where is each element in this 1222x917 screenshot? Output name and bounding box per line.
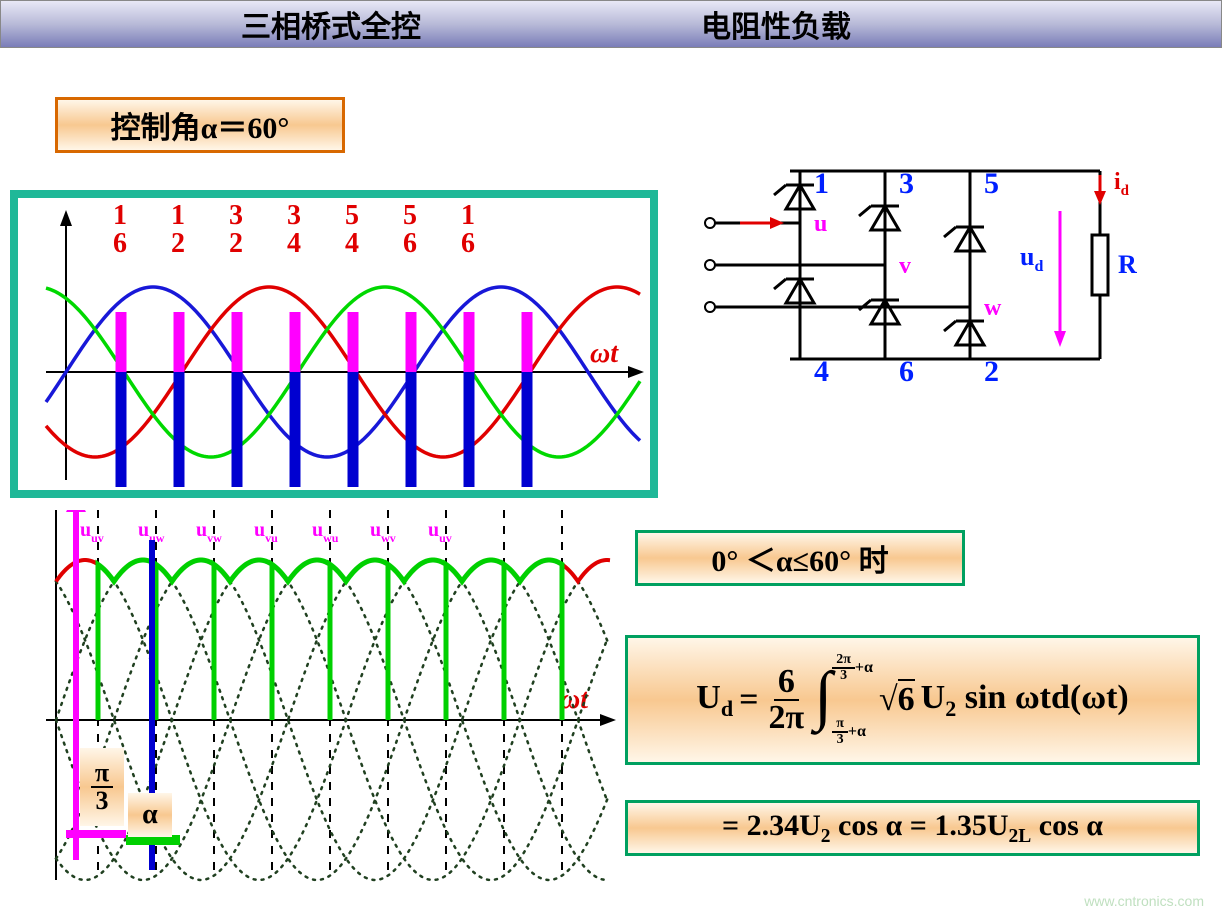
- svg-text:u: u: [814, 211, 827, 237]
- svg-text:5: 5: [403, 200, 417, 231]
- svg-text:R: R: [1118, 250, 1137, 279]
- chart1-svg: ωt16123234545616: [18, 198, 650, 490]
- svg-text:uvu: uvu: [254, 519, 278, 545]
- svg-text:3: 3: [229, 200, 243, 231]
- svg-text:v: v: [899, 253, 911, 279]
- svg-text:1: 1: [814, 167, 829, 200]
- svg-text:1: 1: [461, 200, 475, 231]
- formula2-content: = 2.34U2 cos α = 1.35U2L cos α: [722, 809, 1103, 848]
- waveform-chart-2: ωtuuvuuwuvwuvuuwuuwvuuv π3α: [30, 510, 620, 890]
- circuit-diagram: 1 4 u 3 6 v 5 2 w Rid ud: [700, 125, 1190, 415]
- svg-text:6: 6: [403, 228, 417, 259]
- slide-header: 三相桥式全控 电阻性负载: [0, 0, 1222, 48]
- condition-badge-text: 0° ＜α≤60° 时: [711, 536, 888, 580]
- chart2-svg: ωtuuvuuwuvwuvuuwuuwvuuv: [30, 510, 620, 890]
- svg-text:2: 2: [229, 228, 243, 259]
- svg-text:3: 3: [899, 167, 914, 200]
- svg-text:w: w: [984, 295, 1002, 321]
- svg-text:2: 2: [984, 355, 999, 388]
- svg-text:4: 4: [814, 355, 829, 388]
- waveform-chart-1: ωt16123234545616: [10, 190, 658, 498]
- alpha-badge: 控制角α＝60°: [55, 97, 345, 153]
- svg-text:id: id: [1114, 169, 1130, 199]
- formula-result: = 2.34U2 cos α = 1.35U2L cos α: [625, 800, 1200, 856]
- formula-integral: Ud = 62π ∫ 2π3+α π3+α √6 U2 sin ωtd(ωt): [625, 635, 1200, 765]
- svg-text:uuv: uuv: [80, 519, 104, 545]
- svg-text:ud: ud: [1020, 242, 1043, 275]
- svg-text:4: 4: [287, 228, 301, 259]
- watermark: www.cntronics.com: [1084, 893, 1204, 909]
- svg-text:6: 6: [113, 228, 127, 259]
- svg-text:5: 5: [345, 200, 359, 231]
- svg-text:ωt: ωt: [590, 338, 619, 369]
- svg-text:3: 3: [287, 200, 301, 231]
- svg-text:2: 2: [171, 228, 185, 259]
- alpha-badge-text: 控制角α＝60°: [111, 103, 290, 147]
- svg-text:1: 1: [171, 200, 185, 231]
- svg-text:6: 6: [461, 228, 475, 259]
- header-right: 电阻性负载: [701, 2, 851, 46]
- svg-text:5: 5: [984, 167, 999, 200]
- header-left: 三相桥式全控: [241, 2, 421, 46]
- svg-text:uwu: uwu: [312, 519, 339, 545]
- svg-text:1: 1: [113, 200, 127, 231]
- pi-over-3-badge: π3: [80, 748, 124, 826]
- alpha-small-badge: α: [128, 793, 172, 837]
- svg-text:uuv: uuv: [428, 519, 452, 545]
- svg-text:uwv: uwv: [370, 519, 396, 545]
- condition-badge: 0° ＜α≤60° 时: [635, 530, 965, 586]
- svg-text:4: 4: [345, 228, 359, 259]
- svg-text:6: 6: [899, 355, 914, 388]
- circuit-svg: 1 4 u 3 6 v 5 2 w Rid ud: [700, 125, 1190, 415]
- formula1-content: Ud = 62π ∫ 2π3+α π3+α √6 U2 sin ωtd(ωt): [696, 653, 1128, 747]
- svg-text:uvw: uvw: [196, 519, 222, 545]
